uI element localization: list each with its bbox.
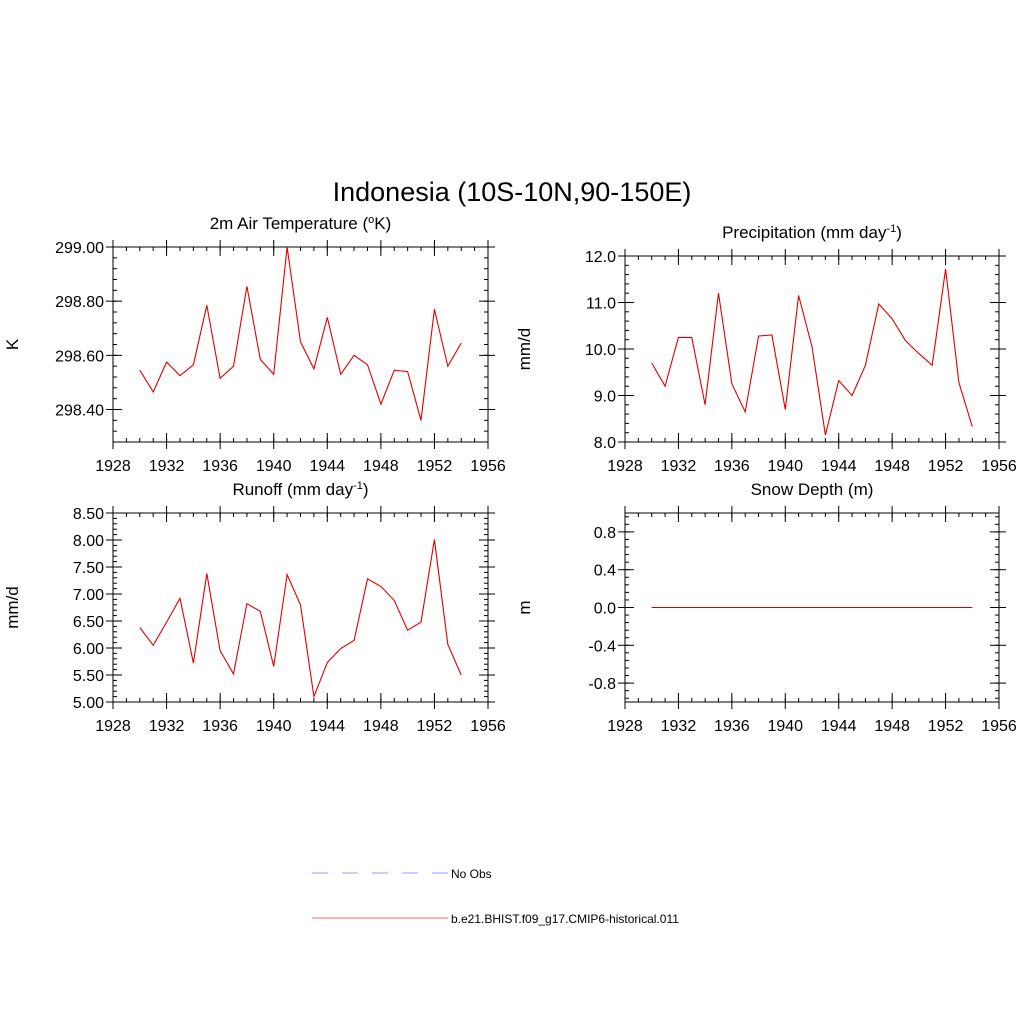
chart-title-main: Runoff (mm day bbox=[232, 480, 353, 499]
x-tick-label: 1936 bbox=[714, 718, 750, 735]
y-tick-label: 9.0 bbox=[594, 389, 616, 406]
x-tick-label: 1956 bbox=[981, 718, 1017, 735]
x-tick-label: 1940 bbox=[767, 718, 803, 735]
y-tick-label: 8.50 bbox=[73, 506, 104, 523]
y-tick-label: 8.00 bbox=[73, 533, 104, 550]
series-line bbox=[139, 539, 462, 699]
y-axis-label: K bbox=[3, 338, 22, 350]
series-line bbox=[651, 268, 973, 436]
x-tick-label: 1940 bbox=[256, 718, 292, 735]
y-tick-label: 5.50 bbox=[73, 668, 104, 685]
y-axis-label: mm/d bbox=[3, 586, 22, 629]
y-tick-label: 10.0 bbox=[585, 342, 616, 359]
series-line bbox=[139, 246, 462, 421]
y-tick-label: 8.0 bbox=[594, 435, 616, 452]
y-tick-label: -0.8 bbox=[588, 676, 616, 693]
chart-temperature: 1928 1932 1936 1940 1944 1948 1952 1956 298.40 29… bbox=[3, 214, 506, 475]
y-tick-label: 298.80 bbox=[55, 294, 104, 311]
x-tick-label: 1928 bbox=[95, 458, 131, 475]
x-tick-label: 1932 bbox=[661, 718, 697, 735]
x-tick-label: 1928 bbox=[95, 718, 131, 735]
chart-title-tail: ) bbox=[896, 223, 902, 242]
x-tick-label: 1932 bbox=[661, 458, 697, 475]
chart-snow-depth: 1928 1932 1936 1940 1944 1948 1952 1956 -0.8 -0.4… bbox=[515, 480, 1017, 735]
chart-title-superscript: o bbox=[368, 214, 374, 226]
x-tick-label: 1956 bbox=[470, 458, 506, 475]
x-tick-label: 1936 bbox=[202, 718, 238, 735]
x-tick-label: 1932 bbox=[149, 718, 185, 735]
y-tick-label: 5.00 bbox=[73, 695, 104, 712]
x-tick-label: 1928 bbox=[607, 718, 643, 735]
x-tick-label: 1936 bbox=[202, 458, 238, 475]
chart-title-tail: K) bbox=[374, 214, 391, 233]
legend-label: No Obs bbox=[451, 867, 492, 881]
y-tick-label: 7.00 bbox=[73, 587, 104, 604]
legend: No Obs b.e21.BHIST.f09_g17.CMIP6-historic… bbox=[312, 867, 679, 926]
chart-title: Snow Depth (m) bbox=[751, 480, 874, 499]
y-tick-label: 12.0 bbox=[585, 249, 616, 266]
x-tick-label: 1956 bbox=[981, 458, 1017, 475]
y-tick-label: 0.8 bbox=[594, 525, 616, 542]
x-tick-label: 1952 bbox=[928, 718, 964, 735]
chart-title-main: 2m Air Temperature ( bbox=[210, 214, 369, 233]
x-tick-label: 1928 bbox=[607, 458, 643, 475]
chart-panels: 1928 1932 1936 1940 1944 1948 1952 1956 298.40 29… bbox=[3, 214, 1017, 735]
y-tick-label: 299.00 bbox=[55, 240, 104, 257]
y-tick-label: 6.50 bbox=[73, 614, 104, 631]
y-tick-label: 7.50 bbox=[73, 560, 104, 577]
chart-title-superscript: -1 bbox=[353, 480, 363, 492]
y-tick-label: 298.40 bbox=[55, 403, 104, 420]
y-tick-label: 6.00 bbox=[73, 641, 104, 658]
chart-title-main: Snow Depth (m) bbox=[751, 480, 874, 499]
y-tick-label: 0.0 bbox=[594, 601, 616, 618]
chart-title: 2m Air Temperature (oK) bbox=[210, 214, 392, 233]
x-tick-label: 1940 bbox=[767, 458, 803, 475]
x-tick-label: 1948 bbox=[363, 458, 399, 475]
chart-title: Precipitation (mm day-1) bbox=[722, 223, 902, 242]
chart-title: Runoff (mm day-1) bbox=[232, 480, 368, 499]
chart-title-tail: ) bbox=[363, 480, 369, 499]
x-tick-label: 1932 bbox=[149, 458, 185, 475]
x-tick-label: 1944 bbox=[821, 718, 857, 735]
x-tick-label: 1952 bbox=[417, 458, 453, 475]
x-tick-label: 1944 bbox=[309, 458, 345, 475]
y-tick-label: 0.4 bbox=[594, 563, 616, 580]
x-tick-label: 1948 bbox=[874, 458, 910, 475]
x-tick-label: 1952 bbox=[928, 458, 964, 475]
x-tick-label: 1948 bbox=[363, 718, 399, 735]
chart-runoff: 1928 1932 1936 1940 1944 1948 1952 1956 5.00 5.50… bbox=[3, 480, 506, 735]
y-axis-label: m bbox=[515, 600, 534, 614]
y-tick-label: 11.0 bbox=[586, 296, 616, 313]
x-tick-label: 1944 bbox=[821, 458, 857, 475]
x-tick-label: 1956 bbox=[470, 718, 506, 735]
x-tick-label: 1940 bbox=[256, 458, 292, 475]
x-tick-label: 1936 bbox=[714, 458, 750, 475]
x-tick-label: 1944 bbox=[309, 718, 345, 735]
chart-title-superscript: -1 bbox=[886, 223, 896, 235]
y-tick-label: 298.60 bbox=[55, 348, 104, 365]
chart-title-main: Precipitation (mm day bbox=[722, 223, 887, 242]
plot-frame bbox=[112, 246, 489, 443]
chart-precipitation: 1928 1932 1936 1940 1944 1948 1952 1956 8.0 9.0 10… bbox=[515, 223, 1017, 475]
x-tick-label: 1952 bbox=[417, 718, 453, 735]
y-axis-label: mm/d bbox=[515, 328, 534, 371]
figure-title: Indonesia (10S-10N,90-150E) bbox=[333, 177, 692, 207]
x-tick-label: 1948 bbox=[874, 718, 910, 735]
y-tick-label: -0.4 bbox=[588, 638, 616, 655]
legend-label: b.e21.BHIST.f09_g17.CMIP6-historical.011 bbox=[451, 912, 679, 926]
